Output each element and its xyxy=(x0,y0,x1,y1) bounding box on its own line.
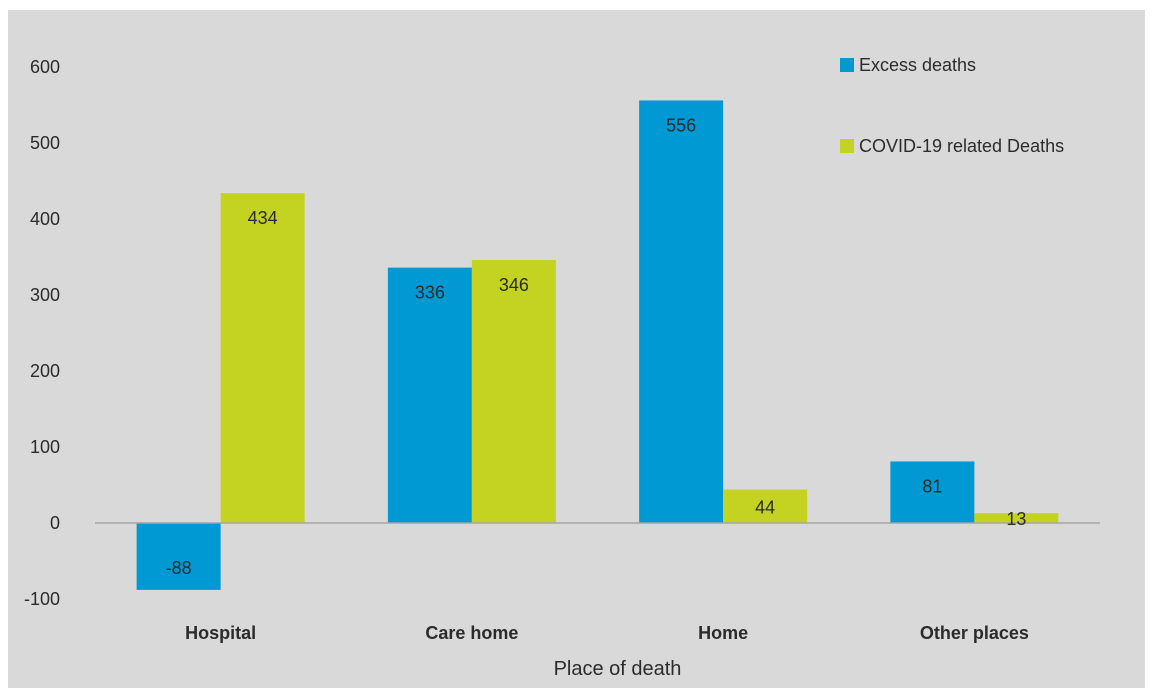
y-tick-label: 200 xyxy=(30,361,60,381)
data-label: -88 xyxy=(166,558,192,578)
y-tick-label: 600 xyxy=(30,57,60,77)
data-label: 556 xyxy=(666,115,696,135)
bar-covid-19-related-deaths-hospital xyxy=(220,193,305,523)
bar-covid-19-related-deaths-other-places xyxy=(974,513,1059,523)
data-label: 44 xyxy=(755,497,775,517)
bar-excess-deaths-other-places xyxy=(890,461,975,523)
legend-swatch xyxy=(840,139,854,153)
y-tick-label: -100 xyxy=(24,589,60,609)
data-label: 13 xyxy=(1006,509,1026,529)
y-tick-label: 500 xyxy=(30,133,60,153)
x-tick-label: Home xyxy=(698,623,748,643)
data-label: 434 xyxy=(248,208,278,228)
data-label: 336 xyxy=(415,283,445,303)
bar-covid-19-related-deaths-care-home xyxy=(471,260,556,523)
y-tick-label: 0 xyxy=(50,513,60,533)
x-tick-label: Hospital xyxy=(185,623,256,643)
bars xyxy=(136,100,1059,590)
y-tick-label: 400 xyxy=(30,209,60,229)
y-axis-ticks: -100 0 100 200 300 400 500 600 xyxy=(24,57,60,609)
legend-label: COVID-19 related Deaths xyxy=(859,136,1064,156)
x-tick-label: Other places xyxy=(920,623,1029,643)
bar-covid-19-related-deaths-home xyxy=(723,489,808,523)
bar-excess-deaths-care-home xyxy=(387,267,472,523)
x-axis-title: Place of death xyxy=(554,658,682,680)
y-tick-label: 300 xyxy=(30,285,60,305)
legend-swatch xyxy=(840,58,854,72)
legend: Excess deaths COVID-19 related Deaths xyxy=(840,55,1064,156)
data-label: 81 xyxy=(922,476,942,496)
data-labels: -88 434 336 346 556 44 81 13 xyxy=(166,115,1027,577)
x-tick-label: Care home xyxy=(425,623,518,643)
data-label: 346 xyxy=(499,275,529,295)
legend-label: Excess deaths xyxy=(859,55,976,75)
bar-excess-deaths-hospital xyxy=(136,523,221,590)
y-tick-label: 100 xyxy=(30,437,60,457)
category-labels: Hospital Care home Home Other places xyxy=(185,623,1029,643)
bar-excess-deaths-home xyxy=(639,100,724,523)
